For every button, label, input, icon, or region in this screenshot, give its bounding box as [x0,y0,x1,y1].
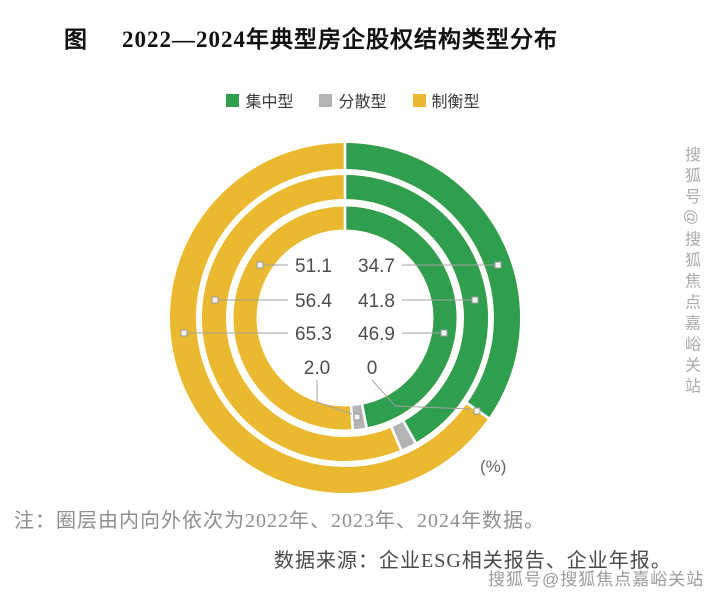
legend-swatch-dispersed [319,93,333,107]
value-label: 2.0 [304,358,330,379]
value-label: 0 [367,358,378,379]
segment-divider [401,419,418,445]
legend-item-balanced: 制衡型 [412,88,480,112]
chart-legend: 集中型 分散型 制衡型 [0,88,706,112]
legend-item-concentrated: 集中型 [226,88,293,112]
unit-label: (%) [480,457,506,476]
donut-ring-2023 [202,173,488,461]
leader-dot [211,296,219,304]
watermark-vertical: 搜狐号@搜狐焦点嘉峪关站 [682,146,699,399]
leader-dot [471,296,479,304]
leader-dot [256,261,264,269]
legend-swatch-balanced [412,93,426,107]
legend-item-dispersed: 分散型 [319,88,387,112]
segment-divider [360,403,369,429]
value-label: 51.1 [295,256,332,277]
value-label: 41.8 [358,291,395,312]
title-text: 2022—2024年典型房企股权结构类型分布 [122,27,558,52]
figure-note: 注：圈层由内向外依次为2022年、2023年、2024年数据。 [14,510,545,532]
leader-line [371,379,471,410]
legend-label-concentrated: 集中型 [245,94,294,111]
legend-label-balanced: 制衡型 [431,94,480,111]
segment-divider [349,405,355,431]
chart-title: 图 2022—2024年典型房企股权结构类型分布 [64,20,558,54]
title-prefix: 图 [64,27,88,52]
watermark-bottom: 搜狐号@搜狐焦点嘉峪关站 [488,570,705,589]
leader-dot [180,329,188,337]
segment-divider [389,425,403,452]
donut-chart: 51.1 56.4 65.3 34.7 41.8 46.9 2.0 0 (%) [170,141,520,493]
leader-dot [353,413,361,421]
donut-ring-2022 [233,205,457,431]
leader-dot [494,261,502,269]
value-label: 56.4 [295,291,332,312]
value-label: 65.3 [295,324,332,345]
value-label: 46.9 [358,324,395,345]
value-label: 34.7 [358,256,395,277]
donut-ring-2024 [170,141,520,493]
leader-dot [473,407,481,415]
legend-label-dispersed: 分散型 [338,94,387,111]
leader-line [316,380,353,415]
legend-swatch-concentrated [226,93,240,107]
figure-source: 数据来源：企业ESG相关报告、企业年报。 [274,550,672,572]
leader-dot [440,329,448,337]
